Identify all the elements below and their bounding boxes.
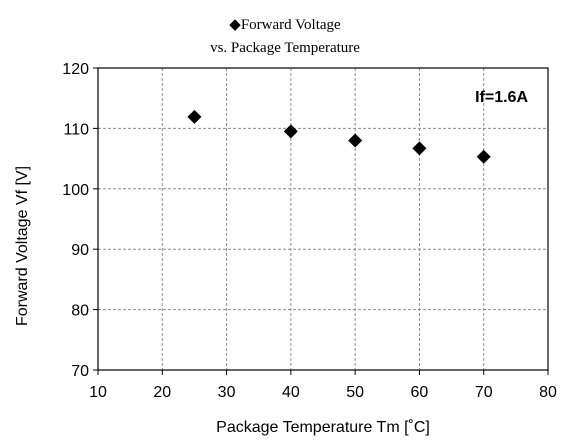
y-tick-label: 100 bbox=[62, 182, 89, 199]
y-tick-label: 110 bbox=[63, 121, 89, 138]
plot-frame bbox=[97, 67, 549, 371]
chart-title: ◆Forward Voltage vs. Package Temperature bbox=[210, 17, 360, 56]
y-axis-label: Forward Voltage Vf [V] bbox=[14, 166, 31, 326]
y-tick-labels: 70 80 90 100 110 120 bbox=[62, 61, 98, 380]
x-tick-labels: 10 20 30 40 50 60 70 80 bbox=[89, 370, 557, 401]
current-annotation: If=1.6A bbox=[475, 89, 528, 106]
data-point-diamond bbox=[187, 109, 202, 124]
y-tick-label: 80 bbox=[71, 303, 89, 320]
y-tick-label: 70 bbox=[71, 363, 89, 380]
x-tick-label: 80 bbox=[539, 384, 557, 401]
legend-marker: ◆ bbox=[229, 17, 241, 33]
data-point-diamond bbox=[476, 149, 491, 164]
x-tick-label: 50 bbox=[346, 384, 364, 401]
y-tick-label: 90 bbox=[71, 242, 89, 259]
data-point-diamond bbox=[348, 133, 363, 148]
y-tick-label: 120 bbox=[62, 61, 89, 78]
x-tick-label: 20 bbox=[153, 384, 171, 401]
x-tick-label: 60 bbox=[411, 384, 429, 401]
grid-lines bbox=[98, 68, 548, 370]
chart-title-line-1: ◆Forward Voltage bbox=[229, 17, 341, 33]
data-point-diamond bbox=[283, 124, 298, 139]
chart-title-line-2: vs. Package Temperature bbox=[210, 40, 360, 56]
x-tick-label: 70 bbox=[475, 384, 493, 401]
x-axis-label: Package Temperature Tm [˚C] bbox=[216, 419, 430, 436]
chart-title-text-1: Forward Voltage bbox=[241, 17, 341, 33]
x-tick-label: 40 bbox=[282, 384, 300, 401]
data-point-diamond bbox=[412, 141, 427, 156]
x-tick-label: 10 bbox=[89, 384, 107, 401]
data-points bbox=[187, 109, 491, 164]
x-tick-label: 30 bbox=[218, 384, 236, 401]
